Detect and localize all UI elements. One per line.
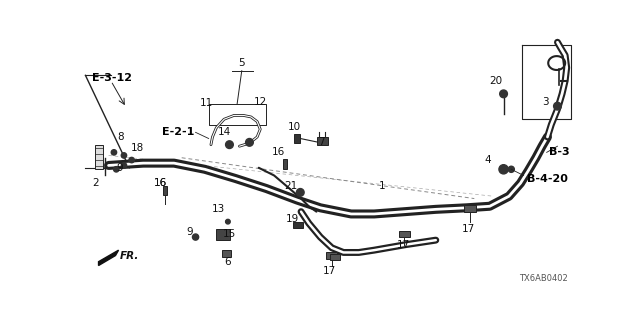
Text: 12: 12 — [253, 97, 267, 107]
Circle shape — [121, 163, 127, 168]
Text: FR.: FR. — [120, 251, 140, 260]
Text: E-2-1: E-2-1 — [163, 127, 195, 137]
Circle shape — [113, 167, 119, 172]
Circle shape — [508, 166, 515, 172]
Text: 18: 18 — [131, 143, 143, 153]
Text: 3: 3 — [542, 97, 548, 107]
Text: 14: 14 — [218, 127, 230, 137]
Text: 9: 9 — [116, 163, 124, 173]
Circle shape — [499, 165, 508, 174]
Bar — [95, 145, 103, 169]
Circle shape — [246, 139, 253, 146]
Circle shape — [111, 150, 116, 155]
Bar — [293, 222, 303, 228]
Text: E-3-12: E-3-12 — [92, 73, 132, 84]
Circle shape — [554, 102, 561, 110]
Text: 4: 4 — [485, 155, 492, 165]
Bar — [330, 254, 340, 260]
Circle shape — [225, 141, 234, 148]
Text: 16: 16 — [271, 147, 285, 157]
Text: 2: 2 — [92, 178, 99, 188]
Text: 21: 21 — [284, 181, 298, 191]
Polygon shape — [99, 250, 118, 266]
Circle shape — [193, 234, 198, 240]
Text: 15: 15 — [223, 229, 236, 239]
Text: 8: 8 — [116, 132, 124, 142]
Bar — [163, 186, 167, 196]
Bar — [216, 229, 230, 240]
Bar — [284, 158, 287, 169]
Bar — [463, 205, 476, 212]
Text: 19: 19 — [286, 214, 300, 224]
Circle shape — [225, 219, 230, 224]
Bar — [317, 137, 328, 145]
Text: 7: 7 — [319, 137, 325, 147]
Text: 5: 5 — [239, 58, 245, 68]
Text: 10: 10 — [287, 122, 301, 132]
Text: 16: 16 — [154, 178, 167, 188]
Text: 17: 17 — [461, 224, 475, 234]
Text: TX6AB0402: TX6AB0402 — [519, 274, 568, 283]
Text: B-4-20: B-4-20 — [527, 173, 568, 184]
Text: 11: 11 — [200, 98, 213, 108]
Text: 16: 16 — [154, 178, 167, 188]
Text: 17: 17 — [397, 240, 410, 250]
Text: 20: 20 — [490, 76, 502, 86]
Circle shape — [121, 153, 127, 158]
Bar — [399, 231, 410, 237]
Circle shape — [296, 188, 304, 196]
Bar — [294, 134, 300, 143]
Circle shape — [500, 90, 508, 98]
Text: 13: 13 — [212, 204, 225, 214]
Text: 17: 17 — [323, 266, 336, 276]
Bar — [326, 252, 337, 259]
Text: 9: 9 — [186, 228, 193, 237]
Text: 6: 6 — [224, 257, 230, 267]
Circle shape — [129, 157, 134, 163]
Text: B-3: B-3 — [549, 147, 570, 157]
Bar — [221, 250, 231, 257]
Text: 1: 1 — [379, 181, 385, 191]
